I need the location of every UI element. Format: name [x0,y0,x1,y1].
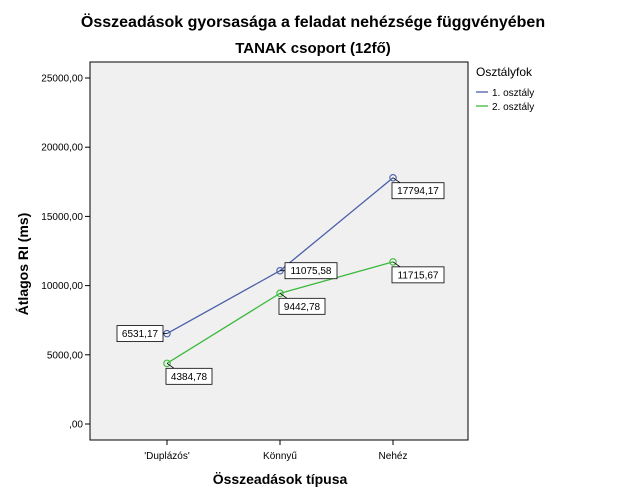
data-label: 6531,17 [122,329,159,340]
legend-label-series-2: 2. osztály [492,102,534,113]
legend: Osztályfok 1. osztály 2. osztály [476,65,534,113]
x-axis-title: Összeadások típusa [213,471,348,487]
x-tick-label: Könnyű [263,451,297,462]
data-label: 17794,17 [397,186,439,197]
data-label-box [116,325,164,343]
y-tick-label: ,00 [69,420,83,431]
y-tick-label: 5000,00 [47,350,84,361]
data-label-box [165,367,213,385]
data-labels: 6531,17 11075,58 17794,17 4384,78 9442,78 117… [116,177,445,385]
data-label: 11715,67 [398,270,439,281]
y-tick-label: 10000,00 [41,281,83,292]
data-label-leader [166,362,175,369]
data-label: 11075,58 [291,266,332,277]
data-point [389,258,397,266]
legend-label-series-1: 1. osztály [492,88,534,99]
y-axis: ,00 5000,00 10000,00 15000,00 20000,00 25000,… [41,74,90,431]
data-point [276,289,284,298]
data-label-box [284,262,338,280]
x-axis: 'Duplázós' Könnyű Nehéz [144,440,407,462]
data-label-box [391,182,445,200]
chart-subtitle: TANAK csoport (12fő) [235,40,391,57]
y-tick-label: 20000,00 [41,143,83,154]
data-label: 4384,78 [171,372,208,383]
data-label: 9442,78 [284,302,321,313]
chart-title: Összeadások gyorsasága a feladat nehézsé… [81,12,545,31]
y-axis-title: Átlagos RI (ms) [15,213,31,316]
data-label-leader [279,292,288,299]
plot-area [89,61,469,441]
y-tick-label: 25000,00 [41,74,83,85]
y-tick-label: 15000,00 [41,212,83,223]
legend-title: Osztályfok [476,65,533,79]
data-label-box [278,297,326,315]
data-point [163,359,171,368]
data-label-leader [392,261,401,268]
x-tick-label: Nehéz [379,451,408,462]
data-label-box [391,266,445,284]
x-tick-label: 'Duplázós' [144,451,190,462]
data-point [389,173,397,182]
data-label-leader [392,177,401,184]
